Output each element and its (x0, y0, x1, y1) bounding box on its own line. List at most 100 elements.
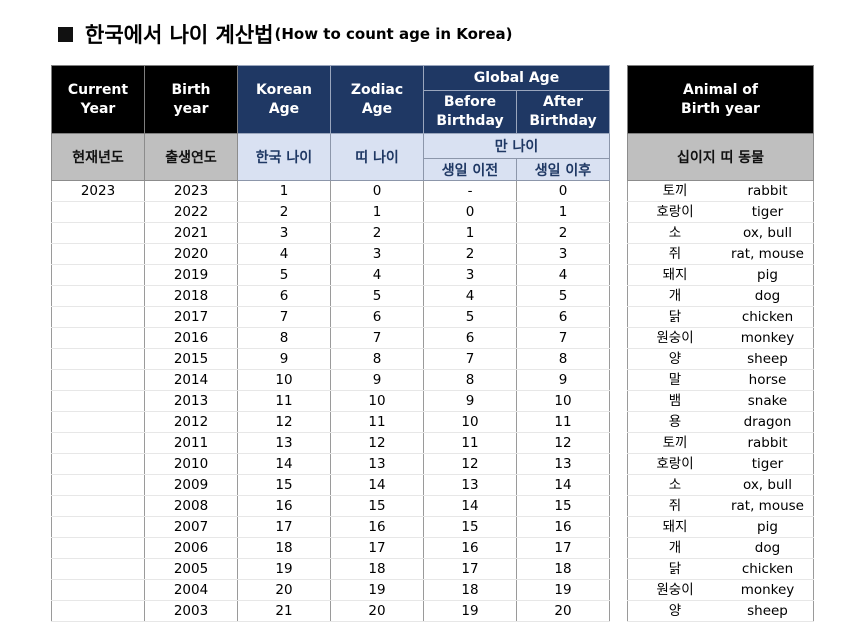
header-before-birthday: Before Birthday (423, 90, 517, 134)
birth-year-cell: 2016 (144, 327, 238, 349)
after-birthday-cell: 20 (516, 600, 610, 622)
birth-year-cell: 2017 (144, 306, 238, 328)
animal-cell: 토끼 rabbit (627, 180, 814, 202)
zodiac-age-cell: 19 (330, 579, 424, 601)
header-ko-current-year: 현재년도 (51, 133, 145, 181)
current-year-cell (51, 348, 145, 370)
table-row: 2019 5 4 3 4 돼지 pig (51, 264, 814, 286)
animal-korean: 개 (668, 287, 682, 304)
before-birthday-cell: 8 (423, 369, 517, 391)
birth-year-cell: 2006 (144, 537, 238, 559)
before-birthday-cell: 2 (423, 243, 517, 265)
current-year-cell (51, 369, 145, 391)
header-ko-animal: 십이지 띠 동물 (627, 133, 814, 181)
korean-age-cell: 3 (237, 222, 331, 244)
animal-korean: 호랑이 (656, 203, 694, 220)
birth-year-cell: 2008 (144, 495, 238, 517)
animal-english: ox, bull (742, 224, 793, 241)
current-year-cell (51, 558, 145, 580)
animal-cell: 용 dragon (627, 411, 814, 433)
before-birthday-cell: 9 (423, 390, 517, 412)
before-birthday-cell: 3 (423, 264, 517, 286)
animal-cell: 양 sheep (627, 348, 814, 370)
before-birthday-cell: - (423, 180, 517, 202)
black-square-icon (58, 26, 73, 42)
animal-english: sheep (747, 350, 788, 367)
zodiac-age-cell: 14 (330, 474, 424, 496)
before-birthday-cell: 4 (423, 285, 517, 307)
age-table-body: 2023 2023 1 0-0 토끼 rabbit 2022 2 1 0 1 호랑이 tiger 2021… (51, 180, 814, 622)
current-year-cell (51, 432, 145, 454)
table-row: 2014 10 9 8 9 말 horse (51, 369, 814, 391)
korean-age-cell: 9 (237, 348, 331, 370)
animal-korean: 소 (668, 476, 682, 493)
animal-english: rat, mouse (730, 497, 804, 514)
current-year-cell (51, 579, 145, 601)
after-birthday-cell: 6 (516, 306, 610, 328)
before-birthday-cell: 16 (423, 537, 517, 559)
header-zodiac-age: Zodiac Age (330, 65, 424, 134)
before-birthday-cell: 14 (423, 495, 517, 517)
animal-cell: 쥐 rat, mouse (627, 495, 814, 517)
animal-korean: 개 (668, 539, 682, 556)
animal-english: monkey (740, 581, 795, 598)
header-current-year: Current Year (51, 65, 145, 134)
header-korean-age: Korean Age (237, 65, 331, 134)
header-ko-zodiac-age: 띠 나이 (330, 133, 424, 181)
animal-cell: 토끼 rabbit (627, 432, 814, 454)
animal-korean: 돼지 (662, 266, 688, 283)
zodiac-age-cell: 6 (330, 306, 424, 328)
animal-english: dog (754, 539, 781, 556)
before-birthday-cell: 10 (423, 411, 517, 433)
animal-korean: 원숭이 (656, 581, 694, 598)
zodiac-age-cell: 1 (330, 201, 424, 223)
animal-korean: 쥐 (668, 245, 682, 262)
animal-korean: 닭 (668, 560, 682, 577)
current-year-cell (51, 453, 145, 475)
current-year-cell (51, 201, 145, 223)
before-birthday-cell: 0 (423, 201, 517, 223)
after-birthday-cell: 9 (516, 369, 610, 391)
current-year-cell (51, 243, 145, 265)
birth-year-cell: 2004 (144, 579, 238, 601)
animal-english: ox, bull (742, 476, 793, 493)
after-birthday-cell: 17 (516, 537, 610, 559)
birth-year-cell: 2005 (144, 558, 238, 580)
current-year-cell (51, 474, 145, 496)
before-birthday-cell: 18 (423, 579, 517, 601)
animal-cell: 돼지 pig (627, 516, 814, 538)
animal-cell: 닭 chicken (627, 306, 814, 328)
korean-age-cell: 15 (237, 474, 331, 496)
animal-korean: 양 (668, 602, 682, 619)
header-ko-korean-age: 한국 나이 (237, 133, 331, 181)
before-birthday-cell: 7 (423, 348, 517, 370)
animal-english: sheep (747, 602, 788, 619)
korean-age-cell: 5 (237, 264, 331, 286)
before-birthday-cell: 11 (423, 432, 517, 454)
animal-cell: 쥐 rat, mouse (627, 243, 814, 265)
page-title: 한국에서 나이 계산법 (How to count age in Korea) (58, 18, 512, 50)
korean-age-cell: 8 (237, 327, 331, 349)
header-after-birthday: After Birthday (516, 90, 610, 134)
age-table: Current Year Birth year Korean Age Zodia… (51, 65, 814, 622)
animal-cell: 소 ox, bull (627, 474, 814, 496)
table-row: 2010 14 13 12 13 호랑이 tiger (51, 453, 814, 475)
birth-year-cell: 2003 (144, 600, 238, 622)
table-row: 2006 18 17 16 17 개 dog (51, 537, 814, 559)
animal-korean: 호랑이 (656, 455, 694, 472)
zodiac-age-cell: 11 (330, 411, 424, 433)
before-birthday-cell: 13 (423, 474, 517, 496)
header-birth-year: Birth year (144, 65, 238, 134)
table-row: 2013 11 10 9 10 뱀 snake (51, 390, 814, 412)
birth-year-cell: 2013 (144, 390, 238, 412)
korean-age-cell: 20 (237, 579, 331, 601)
table-row: 2003 21 20 19 20 양 sheep (51, 600, 814, 622)
current-year-cell (51, 285, 145, 307)
korean-age-cell: 1 (237, 180, 331, 202)
table-row: 2021 3 2 1 2 소 ox, bull (51, 222, 814, 244)
birth-year-cell: 2018 (144, 285, 238, 307)
after-birthday-cell: 5 (516, 285, 610, 307)
after-birthday-cell: 14 (516, 474, 610, 496)
animal-korean: 양 (668, 350, 682, 367)
header-ko-after-birthday: 생일 이후 (516, 158, 610, 181)
